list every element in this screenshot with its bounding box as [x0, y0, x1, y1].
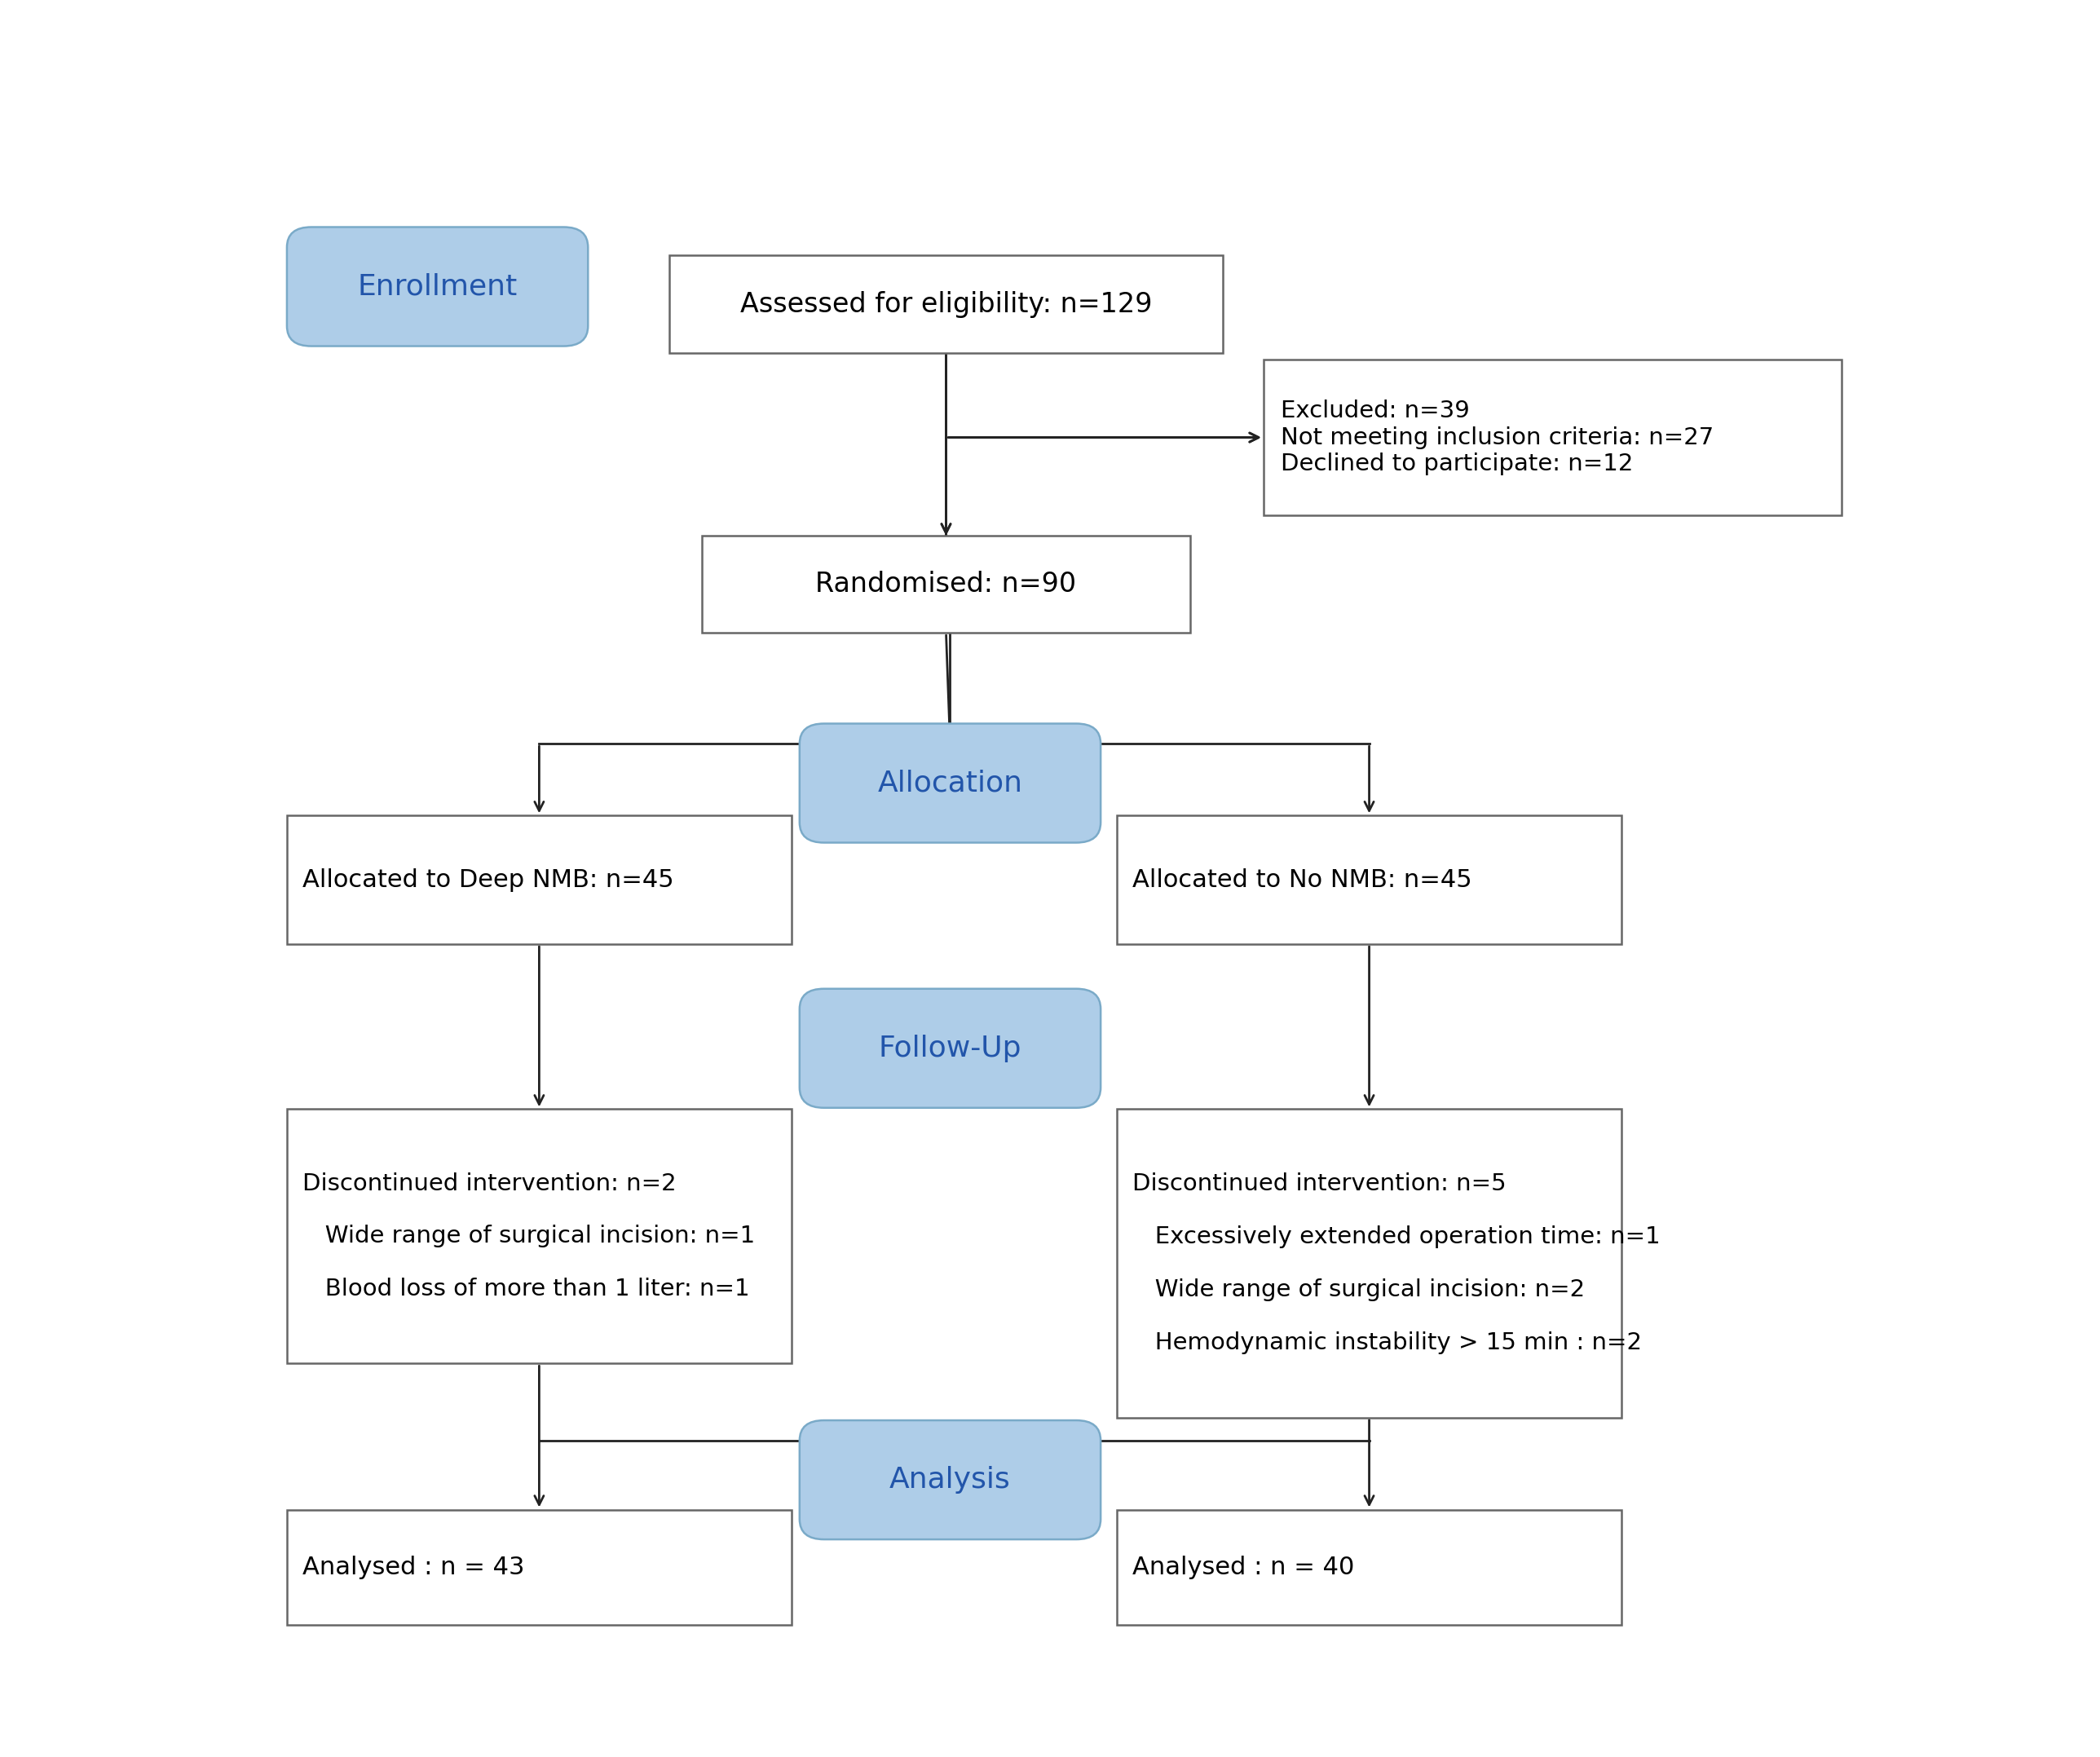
Text: Discontinued intervention: n=5

   Excessively extended operation time: n=1

   : Discontinued intervention: n=5 Excessive… — [1132, 1172, 1661, 1355]
FancyBboxPatch shape — [670, 255, 1222, 353]
Text: Randomised: n=90: Randomised: n=90 — [815, 571, 1077, 597]
FancyBboxPatch shape — [1117, 1509, 1621, 1625]
Text: Enrollment: Enrollment — [357, 272, 517, 300]
Text: Analysed : n = 40: Analysed : n = 40 — [1132, 1555, 1354, 1580]
Text: Follow-Up: Follow-Up — [878, 1035, 1023, 1063]
Text: Analysis: Analysis — [890, 1465, 1010, 1493]
FancyBboxPatch shape — [288, 227, 588, 346]
FancyBboxPatch shape — [1117, 815, 1621, 944]
FancyBboxPatch shape — [800, 1420, 1100, 1539]
FancyBboxPatch shape — [288, 1109, 792, 1363]
FancyBboxPatch shape — [800, 724, 1100, 843]
FancyBboxPatch shape — [288, 815, 792, 944]
Text: Discontinued intervention: n=2

   Wide range of surgical incision: n=1

   Bloo: Discontinued intervention: n=2 Wide rang… — [302, 1172, 754, 1300]
Text: Allocated to Deep NMB: n=45: Allocated to Deep NMB: n=45 — [302, 868, 674, 891]
Text: Allocation: Allocation — [878, 770, 1023, 798]
Text: Excluded: n=39
Not meeting inclusion criteria: n=27
Declined to participate: n=1: Excluded: n=39 Not meeting inclusion cri… — [1281, 399, 1714, 476]
FancyBboxPatch shape — [701, 536, 1191, 633]
Text: Assessed for eligibility: n=129: Assessed for eligibility: n=129 — [739, 290, 1153, 318]
FancyBboxPatch shape — [800, 989, 1100, 1109]
FancyBboxPatch shape — [1264, 360, 1842, 515]
Text: Analysed : n = 43: Analysed : n = 43 — [302, 1555, 525, 1580]
FancyBboxPatch shape — [1117, 1109, 1621, 1418]
Text: Allocated to No NMB: n=45: Allocated to No NMB: n=45 — [1132, 868, 1472, 891]
FancyBboxPatch shape — [288, 1509, 792, 1625]
